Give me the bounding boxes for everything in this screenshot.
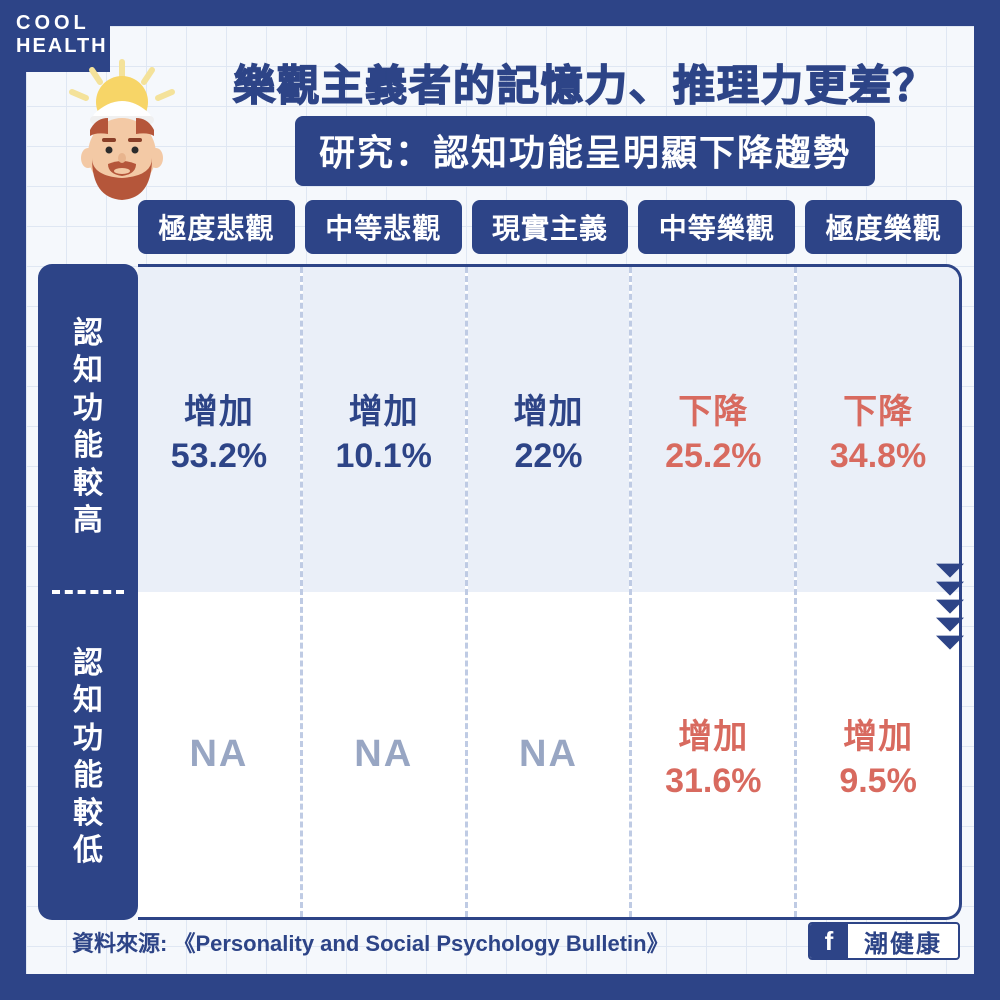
row-label-high: 認知功能較高 xyxy=(38,264,138,590)
source-prefix: 資料來源: xyxy=(72,931,167,956)
col-header: 中等悲觀 xyxy=(305,200,462,254)
table-header-row: 極度悲觀 中等悲觀 現實主義 中等樂觀 極度樂觀 xyxy=(138,200,962,254)
cell-value: 34.8% xyxy=(830,437,926,476)
subtitle-wrap: 研究：認知功能呈明顯下降趨勢 xyxy=(210,116,960,186)
cell-value: 10.1% xyxy=(335,437,431,476)
cell-value: 25.2% xyxy=(665,437,761,476)
cell: 增加 10.1% xyxy=(303,267,465,592)
table-col: 增加 22% NA xyxy=(465,267,630,917)
col-header: 中等樂觀 xyxy=(638,200,795,254)
cell-value: 9.5% xyxy=(839,762,917,801)
cell: 增加 31.6% xyxy=(632,592,794,917)
cell-label: 增加 xyxy=(184,384,254,433)
source-citation: 資料來源: 《Personality and Social Psychology… xyxy=(72,926,669,958)
col-header: 現實主義 xyxy=(472,200,629,254)
table-col: 增加 53.2% NA xyxy=(138,267,300,917)
row-label-low: 認知功能較低 xyxy=(38,594,138,920)
brand-line2: HEALTH xyxy=(16,35,110,58)
table-cells: 增加 53.2% NA 增加 10.1% NA 增加 xyxy=(138,264,962,920)
subtitle: 研究：認知功能呈明顯下降趨勢 xyxy=(295,116,875,186)
cell-value: 31.6% xyxy=(665,762,761,801)
cell-label: 增加 xyxy=(843,709,913,758)
main-title: 樂觀主義者的記憶力、推理力更差？ xyxy=(210,52,960,113)
cell: 下降 25.2% xyxy=(632,267,794,592)
table-body: 認知功能較高 認知功能較低 增加 53.2% NA 增加 10. xyxy=(38,264,962,920)
facebook-badge[interactable]: f 潮健康 xyxy=(808,922,960,960)
cell: 增加 9.5% xyxy=(797,592,959,917)
facebook-label: 潮健康 xyxy=(848,924,958,958)
cell: 增加 53.2% xyxy=(138,267,300,592)
cell-label: 下降 xyxy=(843,384,913,433)
cell: 下降 34.8% xyxy=(797,267,959,592)
table-col: 下降 34.8% 增加 9.5% xyxy=(794,267,959,917)
brand-line1: COOL xyxy=(16,12,110,35)
infographic-root: COOL HEALTH xyxy=(0,0,1000,1000)
cell-na: NA xyxy=(138,592,300,917)
source-title: 《Personality and Social Psychology Bulle… xyxy=(173,931,668,956)
row-labels: 認知功能較高 認知功能較低 xyxy=(38,264,138,920)
cell-na: NA xyxy=(468,592,630,917)
cell-label: 增加 xyxy=(349,384,419,433)
col-header: 極度樂觀 xyxy=(805,200,962,254)
table-col: 增加 10.1% NA xyxy=(300,267,465,917)
cell-label: 增加 xyxy=(678,709,748,758)
cell-label: 增加 xyxy=(513,384,583,433)
col-header: 極度悲觀 xyxy=(138,200,295,254)
cell: 增加 22% xyxy=(468,267,630,592)
data-table: 極度悲觀 中等悲觀 現實主義 中等樂觀 極度樂觀 認知功能較高 認知功能較低 增… xyxy=(38,200,962,920)
cell-na: NA xyxy=(303,592,465,917)
table-col: 下降 25.2% 增加 31.6% xyxy=(629,267,794,917)
cell-value: 53.2% xyxy=(171,437,267,476)
cell-label: 下降 xyxy=(678,384,748,433)
cell-value: 22% xyxy=(514,437,582,476)
person-illustration xyxy=(52,58,192,208)
chevron-down-icon xyxy=(936,560,964,650)
facebook-icon: f xyxy=(810,924,848,958)
